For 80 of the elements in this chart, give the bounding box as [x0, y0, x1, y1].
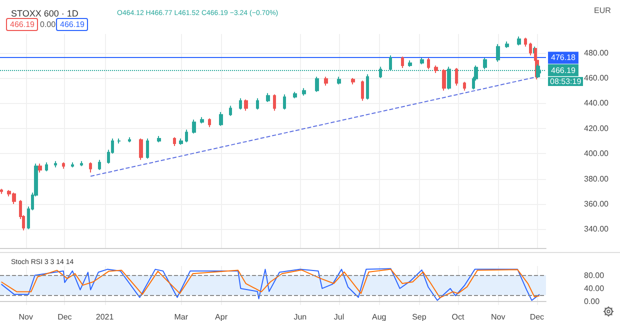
candlestick	[529, 42, 532, 56]
candlestick	[455, 67, 458, 86]
x-tick-label: 2021	[96, 312, 114, 321]
candlestick	[45, 162, 48, 172]
candlestick	[89, 162, 92, 173]
candlestick	[401, 56, 404, 68]
ref-line-label: 476.18	[551, 53, 576, 62]
candlestick	[239, 98, 242, 110]
candlestick	[434, 64, 438, 74]
candlestick	[408, 60, 412, 68]
y-tick-label: 480.00	[584, 48, 610, 58]
candlestick	[208, 118, 211, 128]
candlestick	[256, 98, 259, 110]
candlestick	[324, 76, 328, 86]
text: EUR	[594, 6, 611, 15]
x-tick-label: Jun	[294, 312, 307, 321]
candlestick	[266, 92, 270, 102]
candlestick	[283, 94, 286, 110]
y-tick-label: 400.00	[584, 149, 610, 158]
x-tick-label: Nov	[491, 312, 506, 321]
candlestick	[219, 112, 223, 126]
candlestick	[524, 37, 527, 48]
candlestick	[139, 138, 143, 160]
candlestick	[273, 94, 276, 112]
candlestick	[179, 138, 183, 146]
y-tick-label: 80.00	[584, 270, 605, 280]
candlestick	[420, 57, 424, 65]
candlestick	[98, 159, 101, 170]
candlestick	[244, 98, 248, 112]
candlestick	[463, 81, 466, 92]
candlestick	[337, 76, 341, 85]
candlestick	[173, 136, 176, 147]
x-tick-label: Sep	[412, 312, 427, 321]
text: 466.19	[6, 18, 38, 31]
x-tick-label: Apr	[215, 312, 228, 321]
candlestick	[117, 138, 121, 144]
candlestick	[427, 57, 430, 70]
candlestick	[146, 138, 149, 160]
candlestick	[229, 105, 232, 116]
y-tick-label: 0.00	[584, 297, 600, 306]
candlestick	[71, 162, 74, 168]
candlestick	[38, 163, 42, 173]
x-tick-label: Aug	[372, 312, 386, 321]
candlestick	[128, 136, 131, 143]
candlestick	[351, 78, 355, 85]
candlestick	[157, 135, 161, 143]
candlestick	[505, 41, 509, 48]
chart-title: STOXX 600 · 1D	[11, 8, 79, 18]
text: 08:53:19	[548, 77, 584, 86]
x-tick-label: Mar	[174, 312, 188, 321]
candlestick	[200, 116, 204, 124]
candlestick	[361, 80, 364, 102]
y-tick-label: 40.00	[584, 284, 605, 293]
x-tick-label: Oct	[452, 312, 466, 321]
y-tick-label: 420.00	[584, 124, 610, 133]
candlestick	[366, 74, 369, 100]
text: 0.00	[40, 20, 56, 29]
candlestick	[0, 188, 3, 194]
candlestick	[192, 119, 196, 134]
candlestick	[302, 88, 306, 96]
candlestick	[293, 91, 297, 99]
candlestick	[315, 76, 319, 92]
candlestick	[442, 68, 446, 92]
y-tick-label: 340.00	[584, 224, 610, 234]
candlestick	[496, 44, 500, 62]
candlestick	[80, 160, 83, 167]
ref-line-label: 466.19	[551, 66, 576, 75]
x-tick-label: Dec	[58, 312, 72, 321]
y-tick-label: 440.00	[584, 98, 610, 108]
candlestick	[54, 160, 57, 168]
x-tick-label: Jul	[334, 312, 344, 321]
x-tick-label: Nov	[18, 312, 33, 321]
text: 466.19	[56, 18, 88, 31]
candlestick	[62, 162, 65, 170]
y-tick-label: 460.00	[584, 74, 610, 83]
candlestick	[185, 129, 188, 143]
candlestick	[517, 36, 521, 46]
x-tick-label: Dec	[530, 312, 544, 321]
y-tick-label: 380.00	[584, 174, 610, 184]
y-tick-label: 360.00	[584, 199, 610, 208]
